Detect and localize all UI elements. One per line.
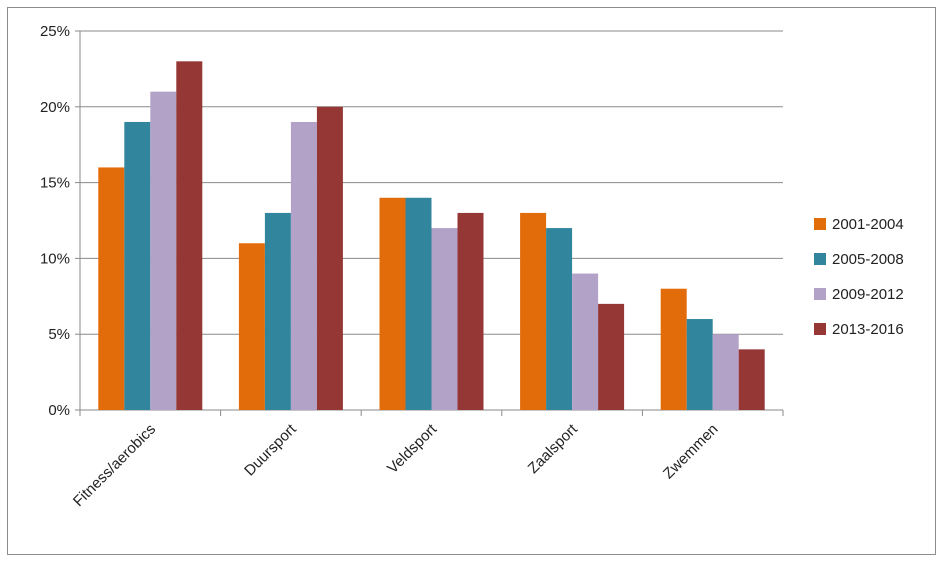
legend-label: 2005-2008 [832,251,904,268]
x-category-label: Veldsport [384,420,441,477]
legend-swatch [814,218,826,230]
bar [316,106,343,411]
y-tick-label: 20% [40,99,70,116]
bar [405,197,432,410]
bar [457,212,484,410]
y-tick-label: 0% [48,402,70,419]
bar [660,288,687,410]
legend-label: 2013-2016 [832,321,904,338]
y-tick-label: 10% [40,250,70,267]
bars [98,61,765,411]
bar [290,121,317,411]
y-axis-tick-labels: 0% 5% 10% 15% 20% 25% [40,23,70,419]
x-category-label: Fitness/aerobics [70,421,159,510]
y-tick-label: 25% [40,23,70,40]
bar [379,197,406,410]
legend: 2001-2004 2005-2008 2009-2012 2013-2016 [814,216,904,338]
bar [176,61,203,410]
legend-swatch [814,323,826,335]
legend-swatch [814,253,826,265]
bar [712,334,739,410]
bar [431,228,458,410]
bar [686,319,713,410]
legend-label: 2009-2012 [832,286,904,303]
x-axis-category-labels: Fitness/aerobics Duursport Veldsport Zaalsp… [70,420,722,510]
x-category-label: Duursport [241,420,300,479]
y-tick-label: 15% [40,175,70,192]
bar [264,212,291,410]
bar [98,167,125,410]
y-tick-label: 5% [48,326,70,343]
bar [598,303,625,410]
legend-swatch [814,288,826,300]
legend-label: 2001-2004 [832,216,904,233]
bar [546,228,573,410]
x-category-label: Zwemmen [660,421,722,483]
bar [150,91,177,410]
bar [738,349,765,410]
bar [238,243,265,410]
bar [572,273,599,410]
x-category-label: Zaalsport [525,420,582,477]
bar [520,212,547,410]
bar [124,121,151,411]
